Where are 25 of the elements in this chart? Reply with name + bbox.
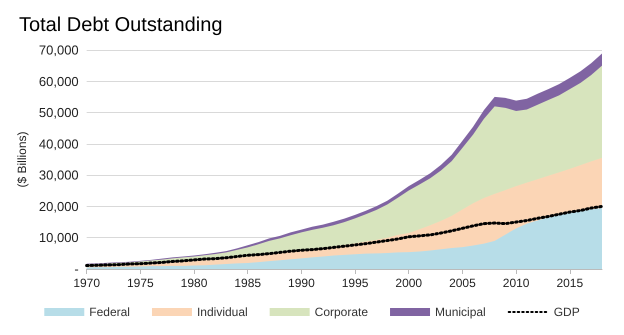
legend-label: GDP — [554, 305, 580, 319]
x-tick-label: 1980 — [180, 276, 208, 290]
y-tick-label: 40,000 — [38, 136, 79, 152]
x-tick-label: 1970 — [73, 276, 100, 290]
x-tick-label: 1995 — [342, 276, 369, 290]
x-tick-label: 2010 — [502, 276, 530, 290]
y-tick-label: 50,000 — [38, 105, 79, 120]
legend-label: Individual — [196, 305, 248, 319]
legend-label: Municipal — [435, 305, 486, 319]
x-tick-label: 1975 — [126, 276, 154, 290]
x-tick-label: 1990 — [288, 276, 316, 290]
y-tick-label: 70,000 — [38, 42, 79, 58]
x-tick-label: 2005 — [449, 276, 476, 290]
y-tick-label: - — [74, 262, 79, 276]
x-tick-label: 2015 — [556, 276, 584, 290]
y-tick-label: 20,000 — [38, 198, 79, 214]
y-axis-title: ($ Billions) — [15, 131, 29, 188]
y-tick-label: 60,000 — [38, 74, 79, 89]
chart-title: Total Debt Outstanding — [19, 14, 222, 36]
y-tick-label: 30,000 — [38, 168, 79, 183]
legend-label: Corporate — [314, 305, 368, 319]
x-tick-label: 2000 — [395, 276, 422, 290]
y-tick-label: 10,000 — [38, 230, 79, 246]
legend-label: Federal — [89, 305, 130, 319]
x-tick-label: 1985 — [234, 276, 262, 290]
